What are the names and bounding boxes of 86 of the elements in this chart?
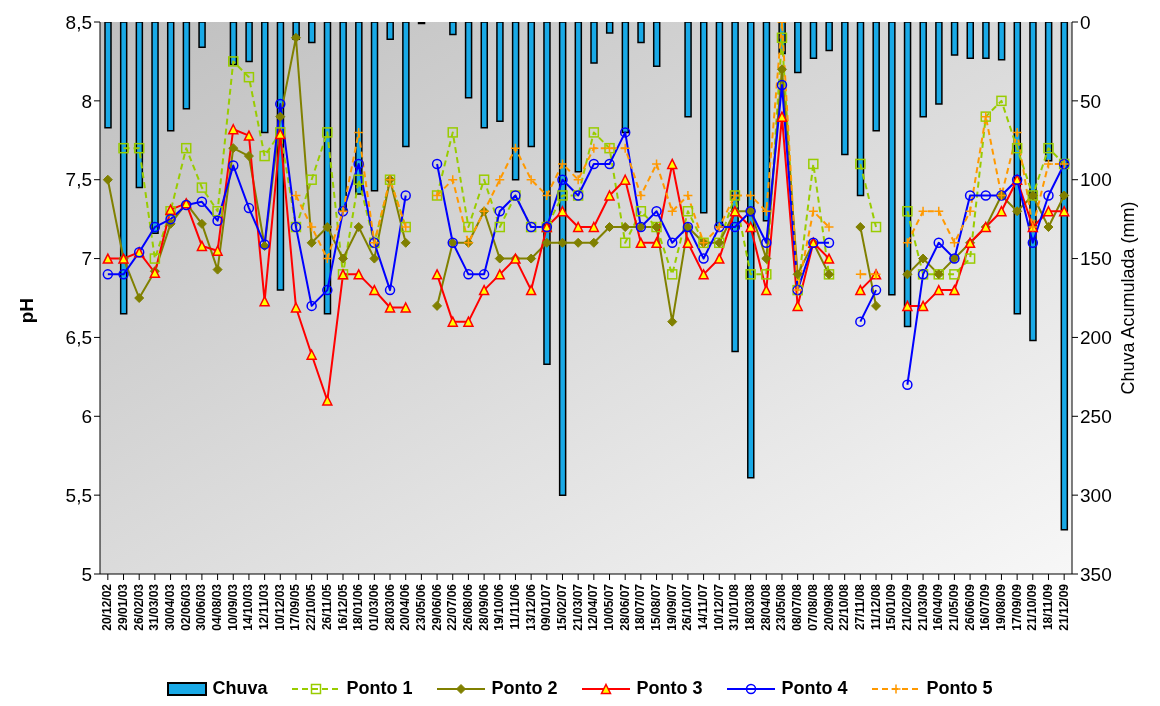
x-tick-label: 28/03/06 [382, 583, 397, 631]
x-tick-label: 26/06/09 [962, 583, 977, 631]
x-tick-label: 18/11/09 [1041, 583, 1055, 631]
x-tick-label: 04/08/03 [210, 583, 225, 631]
x-tick-label: 16/07/09 [978, 583, 993, 631]
y2-tick-label: 300 [1080, 484, 1112, 506]
x-tick-label: 14/11/07 [696, 583, 711, 631]
x-tick-label: 30/04/03 [163, 583, 178, 631]
x-tick-label: 12/11/03 [257, 583, 272, 631]
x-tick-label: 21/05/09 [946, 583, 961, 631]
x-tick-label: 15/08/07 [649, 583, 664, 631]
y-tick-label: 7,5 [65, 169, 92, 191]
x-tick-label: 26/10/07 [680, 583, 695, 631]
x-tick-label: 17/09/05 [288, 583, 303, 631]
y-tick-label: 8,5 [65, 11, 92, 33]
x-tick-label: 12/04/07 [586, 583, 601, 631]
x-tick-label: 28/06/07 [617, 583, 632, 631]
x-tick-label: 15/01/09 [884, 583, 899, 631]
x-tick-label: 10/05/07 [602, 583, 617, 631]
x-tick-label: 13/12/06 [523, 583, 538, 631]
x-tick-label: 10/09/03 [225, 583, 240, 631]
x-tick-label: 18/07/07 [633, 583, 648, 631]
y-tick-label: 5 [81, 563, 92, 585]
y-tick-label: 6,5 [65, 327, 92, 349]
x-tick-label: 21/03/09 [915, 583, 930, 631]
x-tick-label: 18/03/08 [743, 583, 758, 631]
y2-tick-label: 250 [1080, 406, 1112, 428]
legend-label: Ponto 2 [491, 678, 558, 699]
y2-tick-label: 200 [1080, 327, 1112, 349]
x-tick-label: 17/09/09 [1009, 583, 1024, 631]
x-tick-label: 26/11/05 [319, 583, 334, 631]
x-tick-label: 16/04/09 [931, 583, 946, 631]
y2-tick-label: 350 [1080, 563, 1112, 585]
legend-label: Chuva [212, 678, 268, 699]
y-tick-label: 7 [81, 248, 92, 270]
x-tick-label: 20/12/02 [100, 583, 115, 631]
x-tick-label: 11/11/06 [507, 583, 522, 630]
x-tick-label: 21/10/09 [1025, 583, 1040, 631]
x-tick-label: 19/10/06 [492, 583, 507, 631]
x-tick-label: 31/01/08 [727, 583, 742, 631]
x-tick-label: 15/02/07 [555, 583, 569, 631]
x-tick-label: 16/12/05 [335, 583, 350, 631]
x-tick-label: 22/10/05 [304, 583, 319, 631]
x-tick-label: 19/09/07 [664, 583, 679, 631]
x-tick-label: 14/10/03 [241, 583, 256, 631]
legend-label: Ponto 3 [636, 678, 703, 699]
x-tick-label: 23/05/08 [774, 583, 789, 631]
legend-label: Ponto 4 [781, 678, 848, 699]
x-tick-label: 23/05/06 [413, 583, 428, 631]
x-tick-label: 10/12/07 [711, 583, 726, 631]
y-tick-label: 5,5 [65, 484, 92, 506]
x-tick-label: 27/11/08 [852, 583, 867, 631]
x-tick-label: 08/07/08 [790, 583, 805, 631]
x-tick-label: 26/02/03 [131, 583, 146, 631]
y-tick-label: 6 [81, 406, 92, 428]
y2-tick-label: 150 [1080, 248, 1112, 270]
x-tick-label: 02/06/03 [178, 583, 193, 631]
y2-axis-title: Chuva Acumulada (mm) [1118, 201, 1139, 395]
x-tick-label: 21/03/07 [570, 583, 585, 631]
x-tick-label: 29/06/06 [429, 583, 444, 631]
y-axis-title: pH [15, 298, 37, 324]
x-tick-label: 20/09/08 [821, 583, 836, 631]
x-tick-label: 09/01/07 [539, 583, 554, 631]
y2-tick-label: 0 [1080, 11, 1091, 33]
x-tick-label: 07/08/08 [805, 583, 820, 631]
x-tick-label: 11/12/08 [868, 583, 883, 631]
x-tick-label: 19/08/09 [993, 583, 1008, 631]
x-tick-label: 30/06/03 [194, 583, 209, 631]
x-tick-label: 22/10/08 [837, 583, 852, 631]
x-tick-label: 31/03/03 [147, 583, 162, 631]
x-tick-label: 29/01/03 [116, 583, 131, 631]
y2-tick-label: 50 [1080, 90, 1102, 112]
x-tick-label: 28/04/08 [758, 583, 773, 631]
x-tick-label: 01/03/06 [366, 583, 381, 631]
x-tick-label: 10/12/03 [272, 583, 287, 631]
legend-label: Ponto 1 [346, 678, 413, 699]
x-tick-label: 26/08/06 [460, 583, 475, 631]
y-tick-label: 8 [81, 90, 92, 112]
legend-label: Ponto 5 [926, 678, 993, 699]
x-tick-label: 21/02/09 [899, 583, 914, 631]
x-tick-label: 22/07/06 [445, 583, 460, 631]
x-tick-label: 18/01/06 [351, 583, 366, 631]
x-tick-label: 28/09/06 [476, 583, 491, 631]
x-tick-label: 20/04/06 [398, 583, 413, 631]
x-tick-label: 21/12/09 [1056, 583, 1071, 631]
y2-tick-label: 100 [1080, 169, 1112, 191]
